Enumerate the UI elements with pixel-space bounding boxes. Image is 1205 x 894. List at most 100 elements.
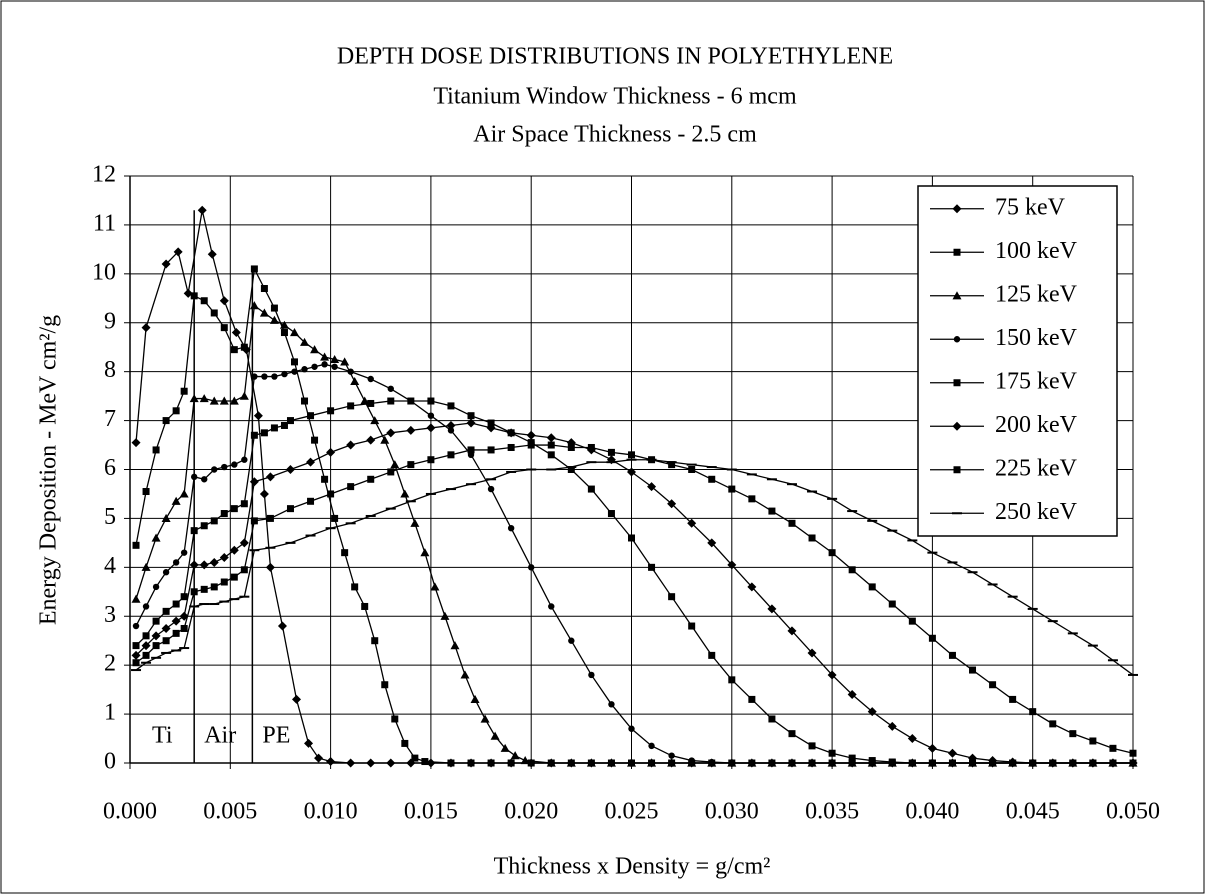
marker [260, 285, 268, 293]
marker [847, 690, 857, 700]
marker [307, 497, 315, 505]
marker [567, 443, 575, 451]
marker [229, 396, 239, 405]
marker [628, 451, 635, 459]
marker [210, 309, 218, 317]
marker [301, 366, 308, 373]
marker [668, 752, 675, 759]
marker [480, 714, 490, 723]
marker [748, 695, 756, 703]
marker [360, 396, 370, 405]
marker [219, 296, 229, 306]
y-tick-label: 1 [104, 700, 116, 726]
marker [289, 328, 299, 337]
marker [401, 739, 409, 747]
marker [285, 465, 295, 474]
marker [366, 435, 376, 445]
marker [567, 466, 575, 473]
marker [249, 301, 259, 310]
marker [490, 731, 500, 740]
marker [209, 396, 219, 405]
marker [347, 368, 354, 375]
marker [828, 749, 836, 757]
marker [240, 566, 248, 574]
marker [270, 304, 278, 312]
marker [507, 525, 515, 532]
marker [151, 533, 161, 542]
marker [407, 461, 415, 469]
marker [141, 562, 151, 571]
marker [386, 428, 396, 438]
marker [387, 468, 395, 476]
marker [506, 428, 516, 438]
marker [131, 650, 141, 660]
marker [132, 642, 140, 650]
marker [261, 373, 268, 380]
marker [327, 490, 335, 498]
series [132, 441, 1137, 757]
marker [290, 358, 298, 366]
marker [868, 583, 876, 591]
marker [271, 373, 278, 380]
marker [528, 564, 535, 571]
marker [220, 324, 228, 332]
marker [330, 354, 340, 364]
marker [606, 758, 616, 767]
marker [487, 485, 495, 493]
marker [411, 754, 419, 762]
marker [607, 448, 615, 456]
marker [265, 472, 275, 482]
marker [952, 421, 962, 431]
marker [250, 265, 258, 273]
marker [828, 759, 836, 767]
marker [279, 320, 289, 329]
y-tick-label: 11 [93, 210, 116, 236]
marker [447, 427, 455, 434]
chart-subtitle: Titanium Window Thickness - 6 mcm [433, 84, 797, 110]
marker [201, 476, 208, 483]
marker [152, 583, 160, 591]
x-tick-label: 0.010 [304, 799, 358, 825]
marker [142, 651, 150, 659]
marker [286, 417, 294, 425]
marker [507, 759, 515, 767]
marker [728, 759, 735, 767]
marker [142, 632, 150, 640]
marker [546, 758, 556, 767]
marker [953, 248, 961, 256]
marker [668, 461, 676, 469]
x-tick-label: 0.020 [504, 799, 558, 825]
marker [251, 373, 258, 380]
marker [327, 407, 335, 415]
marker [269, 315, 279, 324]
marker [628, 725, 635, 732]
marker [240, 500, 248, 508]
marker [908, 759, 916, 767]
marker [390, 460, 400, 469]
marker [586, 758, 596, 767]
marker [648, 742, 655, 750]
y-tick-label: 9 [104, 308, 116, 334]
marker [928, 634, 936, 642]
marker [367, 475, 375, 483]
marker [307, 412, 315, 420]
x-tick-label: 0.040 [905, 799, 959, 825]
marker [173, 247, 183, 257]
marker [210, 517, 218, 525]
marker [420, 548, 430, 557]
marker [968, 753, 978, 763]
marker [747, 582, 757, 592]
marker [848, 754, 856, 762]
marker [132, 541, 140, 549]
marker [301, 397, 309, 405]
marker [648, 563, 656, 571]
marker [162, 417, 170, 425]
marker [231, 328, 241, 338]
region-label: PE [262, 723, 290, 749]
marker [346, 440, 356, 450]
marker [250, 517, 258, 525]
marker [487, 446, 495, 454]
marker [162, 637, 170, 645]
marker [708, 758, 715, 766]
marker [270, 424, 278, 432]
